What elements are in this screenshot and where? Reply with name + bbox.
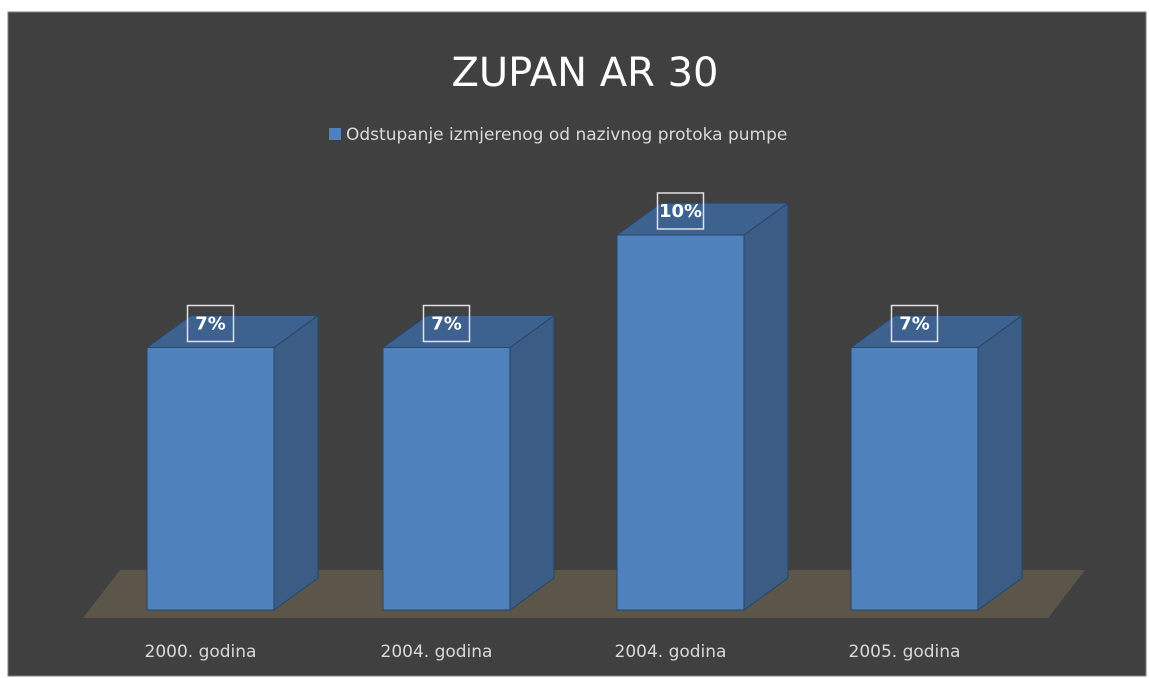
value-label: 7%	[195, 314, 226, 335]
x-tick-label: 2005. godina	[849, 642, 961, 662]
bar-side	[743, 202, 789, 611]
x-tick-label: 2000. godina	[145, 642, 257, 662]
value-label-box	[422, 304, 471, 343]
value-label: 7%	[899, 314, 930, 335]
chart-title: ZUPAN AR 30	[451, 50, 718, 96]
bar-side	[977, 314, 1023, 611]
x-tick-label: 2004. godina	[381, 642, 493, 662]
bar	[146, 347, 275, 611]
legend-swatch	[329, 128, 341, 140]
value-label-box	[890, 304, 939, 343]
bar	[850, 347, 979, 611]
x-tick-label: 2004. godina	[615, 642, 727, 662]
value-label: 7%	[431, 314, 462, 335]
value-label-box	[186, 304, 235, 343]
bar	[616, 234, 745, 611]
floor	[83, 570, 1085, 618]
value-label-box	[656, 192, 705, 230]
legend-label: Odstupanje izmjerenog od nazivnog protok…	[346, 125, 787, 145]
bar	[382, 347, 511, 611]
bar-side	[509, 314, 555, 611]
bar-side	[273, 314, 319, 611]
value-label: 10%	[659, 201, 702, 222]
